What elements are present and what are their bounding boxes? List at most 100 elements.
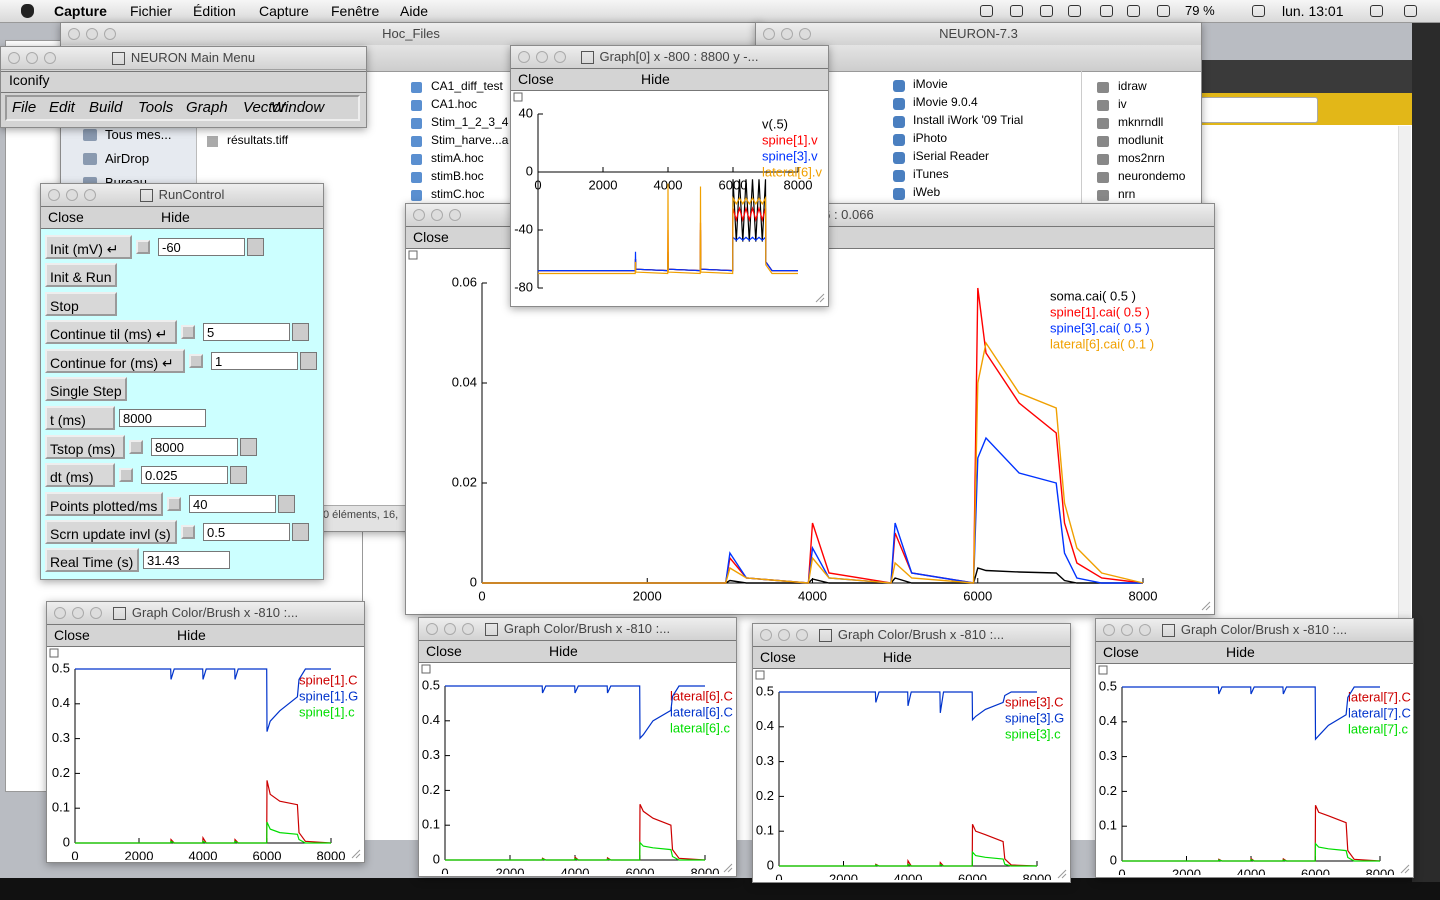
close-button[interactable]: Close bbox=[48, 209, 84, 225]
neuron-menu[interactable]: Tools bbox=[138, 99, 174, 116]
close-button[interactable]: Close bbox=[54, 627, 90, 643]
bin-name[interactable]: modlunit bbox=[1118, 133, 1164, 147]
hide-button[interactable]: Hide bbox=[883, 649, 912, 665]
neuron-menu[interactable]: Edit bbox=[49, 99, 75, 116]
spinner[interactable] bbox=[292, 523, 309, 541]
close-button[interactable]: Close bbox=[413, 229, 449, 245]
spinner[interactable] bbox=[247, 238, 264, 256]
window-button[interactable] bbox=[1103, 624, 1115, 636]
menu-item[interactable]: Aide bbox=[400, 3, 429, 19]
neuron-menu[interactable]: Window bbox=[271, 99, 325, 116]
checkbox[interactable] bbox=[136, 240, 150, 254]
file-name[interactable]: stimC.hoc bbox=[431, 187, 485, 201]
window-button[interactable] bbox=[536, 51, 548, 63]
bin-name[interactable]: idraw bbox=[1118, 79, 1147, 93]
value-field[interactable]: 5 bbox=[203, 323, 290, 341]
app-name[interactable]: iTunes bbox=[913, 167, 949, 181]
value-field[interactable]: 31.43 bbox=[143, 551, 230, 569]
file-name[interactable]: CA1_diff_test bbox=[431, 79, 503, 93]
bin-name[interactable]: iv bbox=[1118, 97, 1127, 111]
window-button[interactable] bbox=[449, 209, 461, 221]
close-button[interactable]: Close bbox=[1103, 644, 1139, 660]
checkbox[interactable] bbox=[167, 497, 181, 511]
checkbox[interactable] bbox=[129, 440, 143, 454]
window-button[interactable] bbox=[68, 28, 80, 40]
run-button[interactable]: t (ms) bbox=[45, 406, 115, 430]
file-name[interactable]: stimA.hoc bbox=[431, 151, 484, 165]
window-button[interactable] bbox=[799, 28, 811, 40]
value-field[interactable]: 0.5 bbox=[203, 523, 290, 541]
run-button[interactable]: Continue for (ms) ↵ bbox=[45, 349, 185, 373]
checkbox[interactable] bbox=[181, 525, 195, 539]
menu-item[interactable]: Fenêtre bbox=[331, 3, 380, 19]
window-button[interactable] bbox=[431, 209, 443, 221]
apple-menu[interactable] bbox=[21, 4, 34, 18]
app-name[interactable]: iWeb bbox=[913, 185, 941, 199]
app-name[interactable]: Install iWork '09 Trial bbox=[913, 113, 1024, 127]
value-field[interactable]: 40 bbox=[189, 495, 276, 513]
window-button[interactable] bbox=[72, 607, 84, 619]
window-button[interactable] bbox=[48, 189, 60, 201]
window-button[interactable] bbox=[66, 189, 78, 201]
window-button[interactable] bbox=[760, 629, 772, 641]
window-button[interactable] bbox=[796, 629, 808, 641]
hide-button[interactable]: Hide bbox=[177, 627, 206, 643]
spinner[interactable] bbox=[300, 352, 317, 370]
window-button[interactable] bbox=[1121, 624, 1133, 636]
run-button[interactable]: dt (ms) bbox=[45, 463, 115, 487]
run-button[interactable]: Single Step bbox=[45, 377, 127, 401]
run-button[interactable]: Tstop (ms) bbox=[45, 435, 125, 459]
close-button[interactable]: Close bbox=[426, 643, 462, 659]
status-icon[interactable] bbox=[980, 5, 993, 17]
window-button[interactable] bbox=[90, 607, 102, 619]
status-icon[interactable] bbox=[1010, 5, 1023, 17]
address-bar[interactable] bbox=[1200, 97, 1318, 123]
spinner[interactable] bbox=[292, 323, 309, 341]
app-name[interactable]: iMovie bbox=[913, 77, 948, 91]
window-button[interactable] bbox=[763, 28, 775, 40]
window-button[interactable] bbox=[1139, 624, 1151, 636]
bin-name[interactable]: mos2nrn bbox=[1118, 151, 1165, 165]
bin-name[interactable]: mknrndll bbox=[1118, 115, 1164, 129]
window-button[interactable] bbox=[26, 52, 38, 64]
iconify-button[interactable]: Iconify bbox=[9, 72, 50, 88]
run-button[interactable]: Scrn update invl (s) bbox=[45, 520, 177, 544]
window-button[interactable] bbox=[444, 623, 456, 635]
value-field[interactable]: -60 bbox=[158, 238, 245, 256]
run-button[interactable]: Stop bbox=[45, 292, 117, 316]
window-button[interactable] bbox=[781, 28, 793, 40]
neuron-menu[interactable]: Build bbox=[89, 99, 123, 116]
window-button[interactable] bbox=[778, 629, 790, 641]
status-icon[interactable] bbox=[1252, 5, 1265, 17]
hide-button[interactable]: Hide bbox=[641, 71, 670, 87]
file-name[interactable]: Stim_harve...a bbox=[431, 133, 509, 147]
window-button[interactable] bbox=[84, 189, 96, 201]
app-name[interactable]: iPhoto bbox=[913, 131, 948, 145]
menu-item[interactable]: Capture bbox=[259, 3, 309, 19]
status-icon[interactable] bbox=[1157, 5, 1170, 17]
bin-name[interactable]: nrn bbox=[1118, 187, 1136, 201]
neuron-menu[interactable]: File bbox=[12, 99, 37, 116]
run-button[interactable]: Init & Run bbox=[45, 263, 117, 287]
file-name[interactable]: résultats.tiff bbox=[227, 133, 289, 147]
window-button[interactable] bbox=[104, 28, 116, 40]
hide-button[interactable]: Hide bbox=[549, 643, 578, 659]
sidebar-item[interactable]: Tous mes... bbox=[105, 127, 172, 142]
sidebar-item[interactable]: AirDrop bbox=[105, 151, 150, 166]
value-field[interactable]: 8000 bbox=[119, 409, 206, 427]
window-button[interactable] bbox=[44, 52, 56, 64]
value-field[interactable]: 8000 bbox=[151, 438, 238, 456]
close-button[interactable]: Close bbox=[760, 649, 796, 665]
window-button[interactable] bbox=[54, 607, 66, 619]
app-menu[interactable]: Capture bbox=[54, 3, 107, 19]
app-name[interactable]: iSerial Reader bbox=[913, 149, 990, 163]
window-button[interactable] bbox=[426, 623, 438, 635]
value-field[interactable]: 1 bbox=[211, 352, 298, 370]
neuron-menu[interactable]: Vector bbox=[243, 99, 286, 116]
run-button[interactable]: Init (mV) ↵ bbox=[45, 235, 132, 259]
close-button[interactable]: Close bbox=[518, 71, 554, 87]
spinner[interactable] bbox=[240, 438, 257, 456]
spinner[interactable] bbox=[230, 466, 247, 484]
checkbox[interactable] bbox=[119, 468, 133, 482]
run-button[interactable]: Continue til (ms) ↵ bbox=[45, 320, 177, 344]
